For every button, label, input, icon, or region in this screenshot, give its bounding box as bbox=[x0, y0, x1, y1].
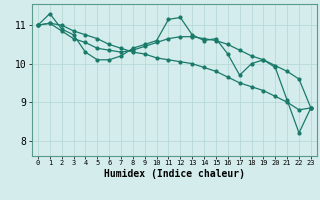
X-axis label: Humidex (Indice chaleur): Humidex (Indice chaleur) bbox=[104, 169, 245, 179]
